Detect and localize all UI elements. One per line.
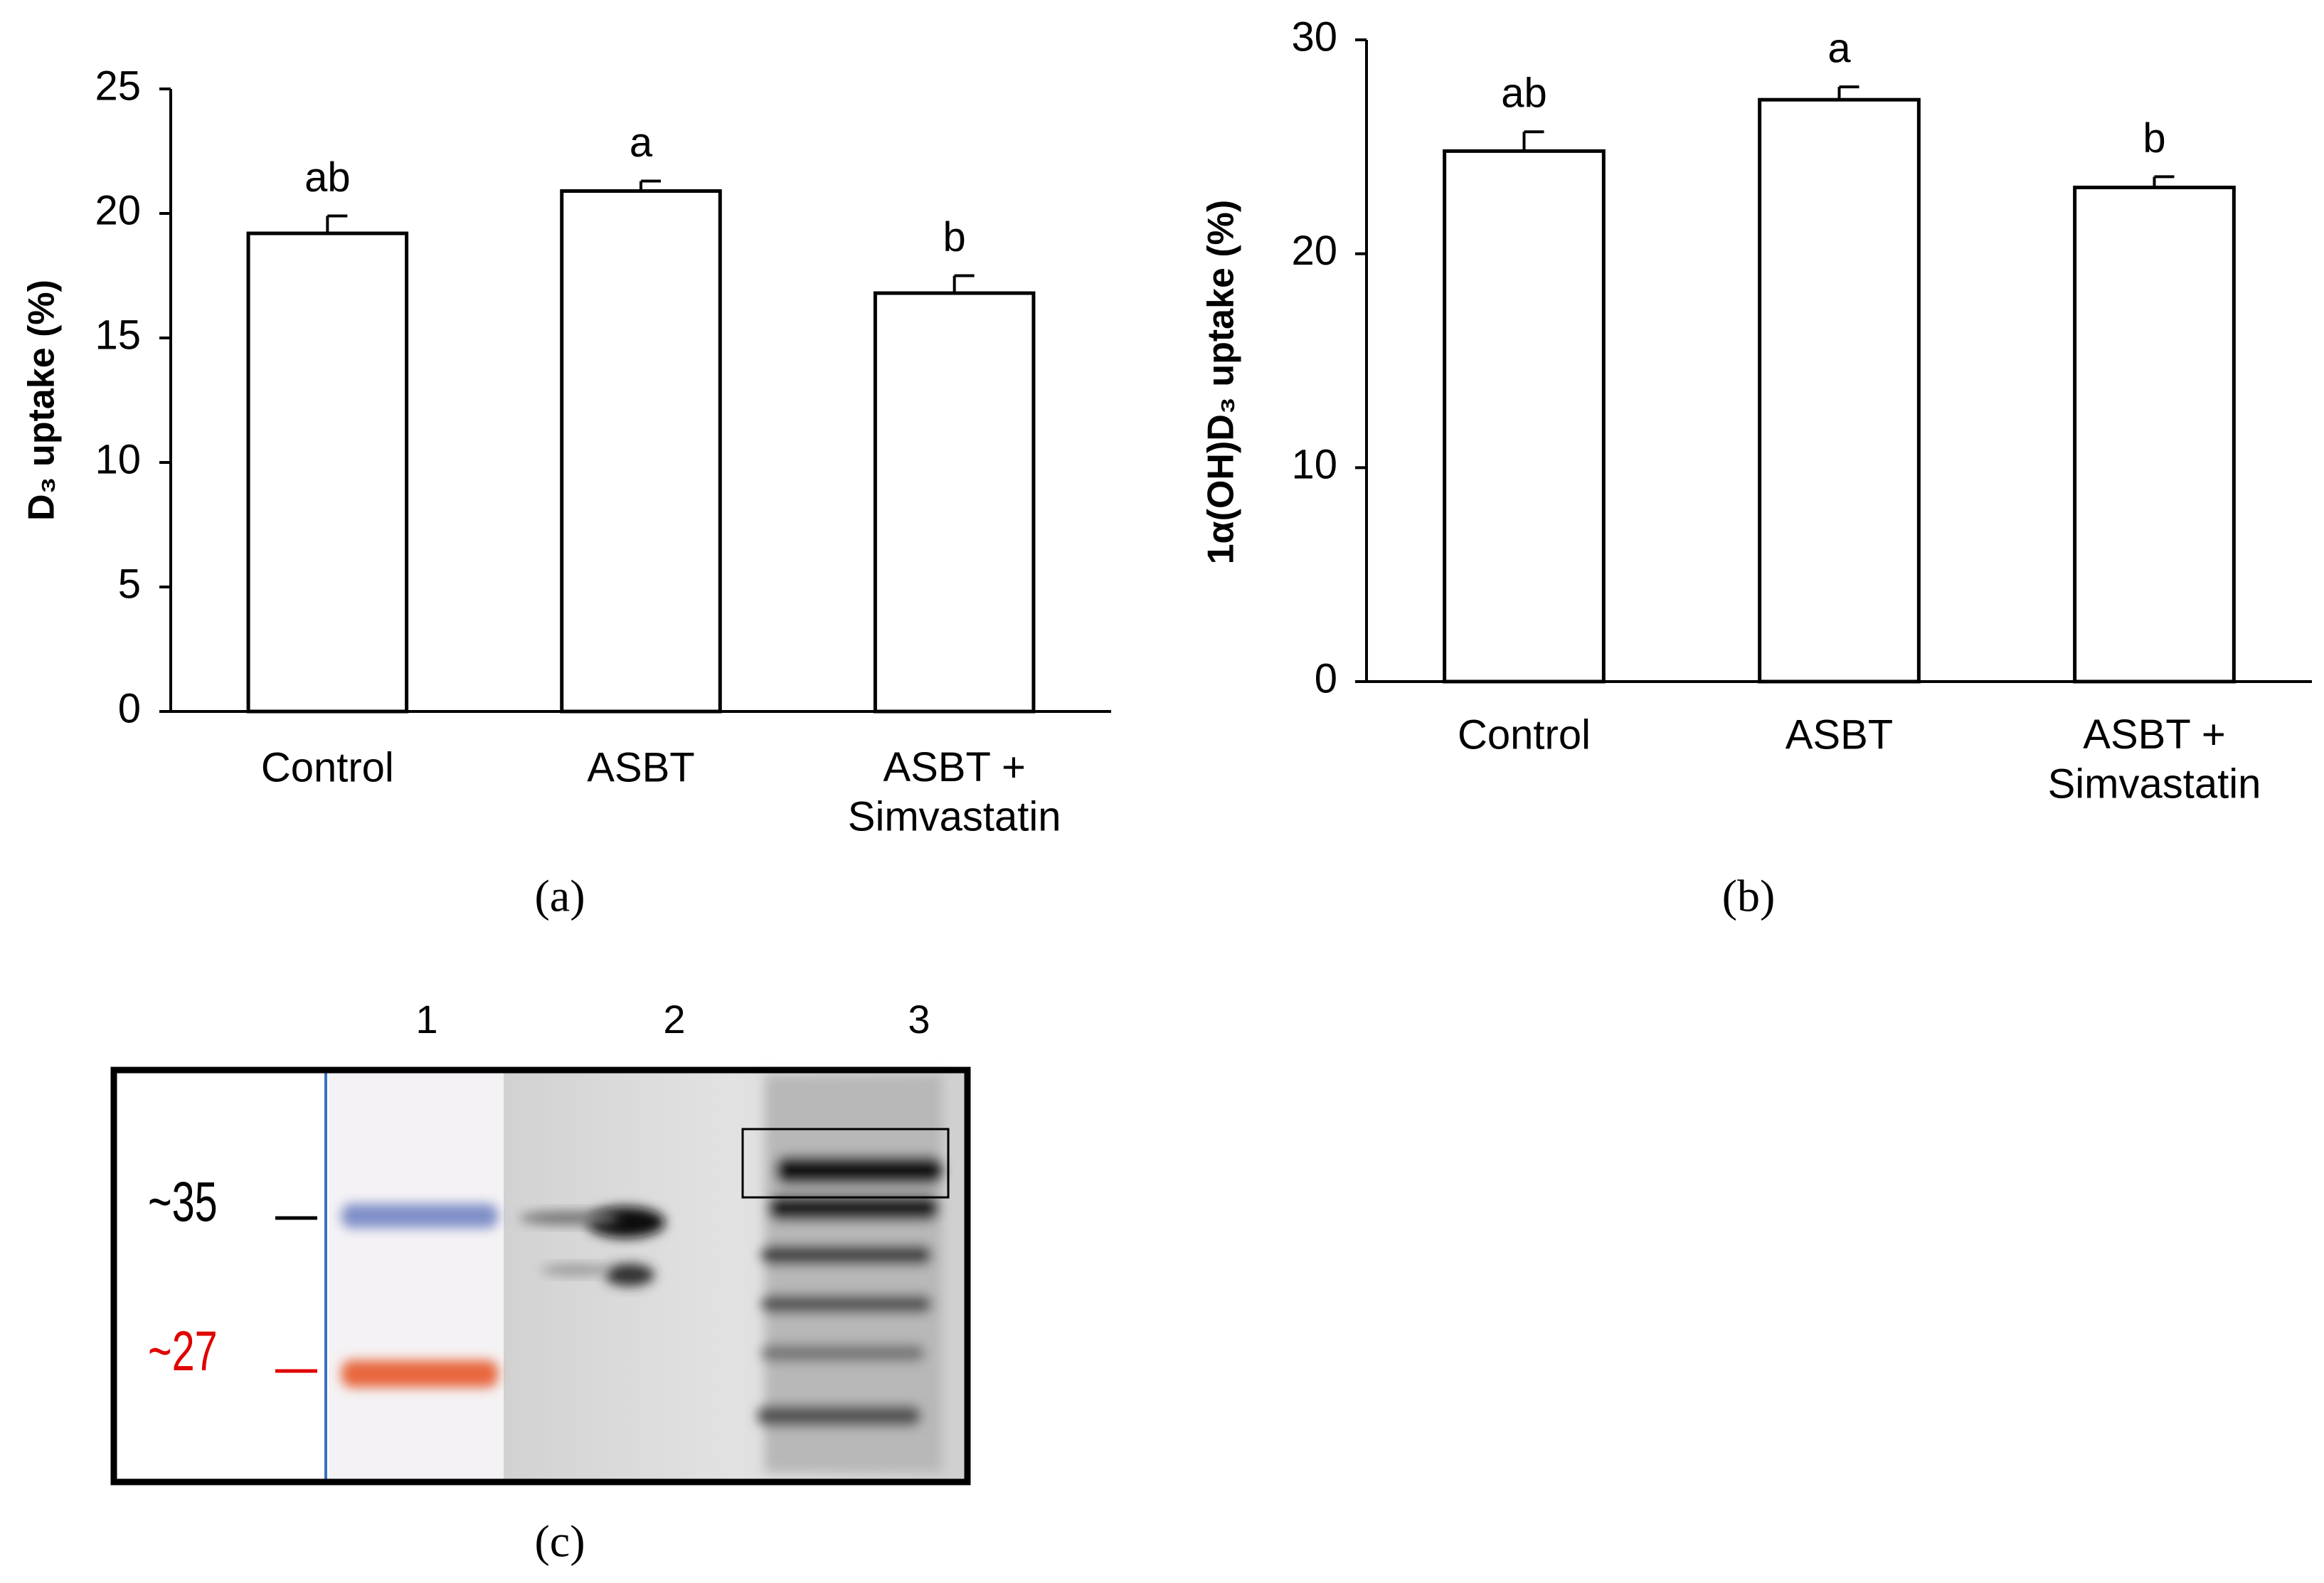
lane-label: 2 bbox=[663, 997, 685, 1042]
y-tick-label: 20 bbox=[1291, 228, 1337, 274]
x-tick-label: ASBT bbox=[587, 744, 695, 790]
bar-chart: 0 10 20 30 1α(OH)D₃ uptake (%) ab Control a ASBT… bbox=[1201, 14, 2312, 921]
band bbox=[541, 1264, 612, 1276]
y-tick-label: 5 bbox=[118, 561, 141, 607]
ladder-band bbox=[341, 1360, 498, 1387]
y-axis-label: D₃ uptake (%) bbox=[21, 280, 63, 521]
band bbox=[519, 1211, 619, 1225]
y-tick-label: 0 bbox=[118, 685, 141, 731]
annotation: a bbox=[1827, 25, 1851, 71]
y-tick-label: 25 bbox=[95, 63, 141, 109]
bar bbox=[1758, 97, 1921, 684]
annotation: a bbox=[630, 120, 653, 166]
y-tick-label: 0 bbox=[1315, 655, 1337, 702]
ladder-lane bbox=[329, 1073, 504, 1479]
x-tick-label: Control bbox=[1458, 711, 1591, 758]
y-tick-label: 30 bbox=[1291, 14, 1337, 60]
bar bbox=[873, 291, 1036, 714]
bar bbox=[246, 231, 409, 714]
western-blot: ~35 ~27 1 2 3 (c) bbox=[110, 997, 971, 1567]
bar bbox=[1443, 149, 1606, 684]
y-tick-label: 10 bbox=[1291, 442, 1337, 488]
x-tick-label: ASBT bbox=[1786, 711, 1894, 758]
y-tick-label: 10 bbox=[95, 436, 141, 482]
ladder-band bbox=[341, 1204, 498, 1228]
band bbox=[605, 1264, 654, 1286]
lane-label: 3 bbox=[908, 997, 930, 1042]
panel-label: (a) bbox=[534, 871, 585, 921]
lane-3-bands bbox=[758, 1074, 943, 1473]
x-tick-label: ASBT + Simvastatin bbox=[2048, 711, 2261, 808]
annotation: b bbox=[943, 214, 966, 260]
highlight-box bbox=[741, 1128, 950, 1199]
lane-label: 1 bbox=[415, 997, 437, 1042]
panel-label: (b) bbox=[1722, 871, 1776, 921]
y-tick-label: 15 bbox=[95, 312, 141, 358]
y-tick-label: 20 bbox=[95, 187, 141, 233]
annotation: ab bbox=[304, 154, 351, 201]
marker-label: ~35 bbox=[148, 1170, 218, 1233]
panel-label: (c) bbox=[534, 1516, 585, 1567]
blot-frame bbox=[110, 1066, 971, 1486]
y-axis-label: 1α(OH)D₃ uptake (%) bbox=[1201, 200, 1242, 564]
annotation: ab bbox=[1501, 70, 1547, 117]
bar bbox=[2073, 185, 2236, 684]
bar-chart: 0 5 10 15 20 25 D₃ uptake (%) ab Control a ASBT b AS… bbox=[21, 63, 1111, 921]
marker-label: ~27 bbox=[148, 1319, 218, 1382]
x-tick-label: ASBT + Simvastatin bbox=[848, 744, 1061, 840]
x-tick-label: Control bbox=[261, 744, 394, 790]
annotation: b bbox=[2143, 115, 2165, 162]
bar bbox=[560, 189, 722, 714]
